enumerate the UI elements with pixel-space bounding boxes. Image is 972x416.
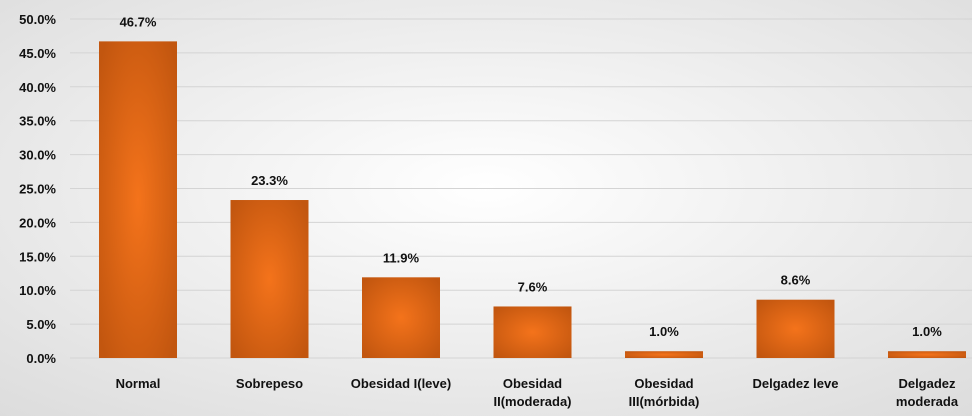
x-category-label-line: Sobrepeso <box>236 376 303 391</box>
y-tick-label: 0.0% <box>26 351 56 366</box>
x-category-label: Sobrepeso <box>236 376 303 391</box>
x-category-label-line: Obesidad <box>634 376 693 391</box>
data-label: 23.3% <box>251 173 288 188</box>
data-label: 8.6% <box>781 273 811 288</box>
bar <box>756 299 835 358</box>
y-tick-label: 30.0% <box>19 148 56 163</box>
bar <box>99 41 177 359</box>
data-labels: 46.7% 23.3% 11.9% 7.6% 1.0% 8.6% 1.0% <box>120 14 943 339</box>
bar <box>625 351 703 358</box>
data-label: 1.0% <box>912 324 942 339</box>
data-label: 1.0% <box>649 324 679 339</box>
bar <box>230 200 309 358</box>
x-category-label-line: Delgadez <box>898 376 956 391</box>
x-category-label-line: Obesidad I(leve) <box>351 376 451 391</box>
x-axis-category-labels: Normal Sobrepeso Obesidad I(leve) Obesidad I… <box>116 376 959 409</box>
bar <box>493 306 572 358</box>
x-category-label-line: Delgadez leve <box>753 376 839 391</box>
x-category-label: Delgadez moderada <box>896 376 959 409</box>
x-category-label: Obesidad I(leve) <box>351 376 451 391</box>
x-category-label: Delgadez leve <box>753 376 839 391</box>
x-category-label: Obesidad II(moderada) <box>493 376 571 409</box>
y-axis-tick-labels: 0.0% 5.0% 10.0% 15.0% 20.0% 25.0% 30.0% 35.0% 40… <box>19 12 56 366</box>
y-tick-label: 45.0% <box>19 46 56 61</box>
y-tick-label: 10.0% <box>19 283 56 298</box>
bar <box>362 277 440 358</box>
x-category-label-line: Normal <box>116 376 161 391</box>
bars <box>99 41 966 359</box>
x-category-label: Normal <box>116 376 161 391</box>
data-label: 7.6% <box>518 279 548 294</box>
x-category-label-line: III(mórbida) <box>629 394 700 409</box>
x-category-label-line: Obesidad <box>503 376 562 391</box>
y-tick-label: 20.0% <box>19 215 56 230</box>
x-category-label: Obesidad III(mórbida) <box>629 376 700 409</box>
x-category-label-line: moderada <box>896 394 959 409</box>
y-tick-label: 40.0% <box>19 80 56 95</box>
data-label: 46.7% <box>120 14 157 29</box>
x-category-label-line: II(moderada) <box>493 394 571 409</box>
y-tick-label: 15.0% <box>19 249 56 264</box>
bar <box>888 351 966 358</box>
data-label: 11.9% <box>383 250 420 265</box>
y-tick-label: 50.0% <box>19 12 56 27</box>
y-tick-label: 25.0% <box>19 182 56 197</box>
y-tick-label: 5.0% <box>26 317 56 332</box>
y-tick-label: 35.0% <box>19 114 56 129</box>
